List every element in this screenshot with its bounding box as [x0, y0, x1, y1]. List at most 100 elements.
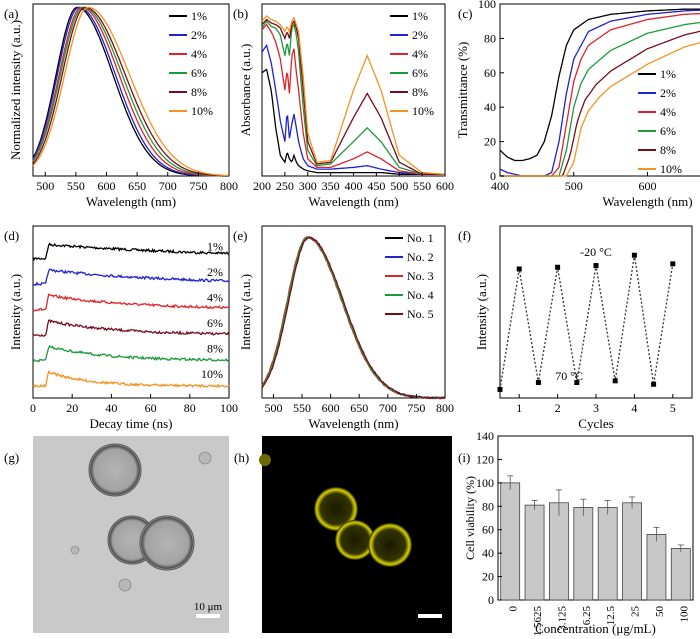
- panel-a-legend-label: 1%: [191, 9, 207, 23]
- panel-e-legend-label: No. 5: [407, 307, 434, 321]
- panel-f-xtick-label: 1: [516, 401, 522, 415]
- panel-c-series-1%: [499, 8, 700, 162]
- panel-h-cell: [335, 520, 375, 560]
- panel-a-xtick-label: 600: [98, 179, 116, 193]
- panel-i-category-label: 50: [654, 606, 666, 618]
- panel-a-xtick-label: 550: [67, 179, 85, 193]
- panel-i-ytick-label: 80: [482, 499, 494, 513]
- panel-i-ytick-label: 100: [476, 476, 494, 490]
- panel-b-xtick-label: 350: [322, 179, 340, 193]
- panel-a-frame: [32, 3, 230, 177]
- panel-h-cell: [368, 523, 412, 567]
- panel-e-xlabel: Wavelength (nm): [308, 416, 398, 431]
- panel-c-ytick-label: 20: [484, 135, 496, 149]
- panel-f-xlabel: Cycles: [578, 416, 613, 431]
- panel-a-series-8%: [32, 6, 230, 177]
- panel-e-xtick-label: 800: [436, 401, 454, 415]
- panel-f-xtick-label: 2: [555, 401, 561, 415]
- panel-a-series-6%: [32, 6, 230, 177]
- panel-a-xtick-label: 800: [220, 179, 238, 193]
- panel-a-panel-label: (a): [4, 6, 18, 21]
- panel-c-legend-label: 8%: [660, 143, 676, 157]
- panel-b-xtick-label: 400: [345, 179, 363, 193]
- panel-i-bar: [500, 482, 521, 601]
- panel-e-xtick-label: 700: [379, 401, 397, 415]
- panel-b-xtick-label: 200: [253, 179, 271, 193]
- panel-f-point: [535, 380, 541, 386]
- panel-c-xtick-label: 600: [639, 179, 657, 193]
- panel-h-edge-cell: [259, 454, 271, 466]
- panel-e-frame: [261, 225, 446, 399]
- panel-f: 1 2 3 4 5 -20 °C 70 °C Cycles Intensity (a.u.) (f…: [458, 225, 693, 431]
- panel-d-series-label: 10%: [201, 367, 223, 381]
- panel-b-legend-label: 4%: [412, 47, 428, 61]
- panel-d: 1% 2% 4% 6% 8% 10% 0 20 40 60 80 100 Decay time (ns)…: [4, 225, 238, 431]
- panel-a-xtick-label: 700: [159, 179, 177, 193]
- panel-i-frame: [497, 435, 694, 601]
- panel-d-xtick-label: 0: [30, 401, 36, 415]
- panel-i: 0 1.5625 3.125 6.25 12.5 25 50 100 0 20 40 60 80 100 1…: [458, 429, 694, 636]
- panel-g-cell: [139, 515, 195, 571]
- panel-d-series-label: 4%: [207, 291, 223, 305]
- panel-a-legend-label: 2%: [191, 28, 207, 42]
- panel-d-xtick-label: 80: [184, 401, 196, 415]
- panel-b-xtick-label: 600: [436, 179, 454, 193]
- panel-i-category-label: 6.25: [581, 606, 593, 626]
- panel-b-xtick-label: 550: [413, 179, 431, 193]
- panel-d-xtick-label: 40: [105, 401, 117, 415]
- panel-b-series-6%: [261, 20, 445, 175]
- panel-f-xtick-label: 3: [593, 401, 599, 415]
- panel-d-ylabel: Intensity (a.u.): [8, 274, 23, 350]
- panel-c-ytick-label: 60: [484, 66, 496, 80]
- panel-i-ytick-label: 0: [488, 593, 494, 607]
- panel-d-series-6%: [32, 319, 230, 337]
- panel-a-legend-label: 8%: [191, 85, 207, 99]
- panel-d-series-label: 6%: [207, 316, 223, 330]
- panel-i-category-label: 12.5: [605, 606, 617, 626]
- panel-f-point: [670, 261, 676, 267]
- panel-h-scale-label: 10 μm: [416, 601, 445, 613]
- panel-b-legend-label: 6%: [412, 66, 428, 80]
- panel-f-point: [631, 252, 637, 258]
- panel-g-scale-bar: [196, 614, 220, 618]
- panel-f-point: [612, 378, 618, 384]
- panel-f-xtick-label: 5: [670, 401, 676, 415]
- panel-f-xtick-label: 4: [631, 401, 637, 415]
- panel-i-ytick-label: 140: [476, 429, 494, 443]
- panel-f-point: [651, 381, 657, 387]
- panel-e-panel-label: (e): [233, 228, 247, 243]
- panel-i-ylabel: Cell viability (%): [463, 476, 477, 560]
- panel-c-panel-label: (c): [458, 6, 472, 21]
- panel-i-category-label: 0: [508, 606, 520, 612]
- panel-a-series-10%: [32, 6, 229, 177]
- panel-b-ylabel: Absorbance (a.u.): [238, 44, 253, 137]
- panel-b-series-4%: [261, 23, 445, 175]
- panel-e-legend-label: No. 2: [407, 250, 434, 264]
- panel-d-xtick-label: 60: [145, 401, 157, 415]
- panel-i-bar: [670, 548, 691, 601]
- panel-c-xtick-label: 500: [565, 179, 583, 193]
- panel-e-xtick-label: 750: [407, 401, 425, 415]
- panel-b-legend-label: 8%: [412, 85, 428, 99]
- panel-d-series-2%: [33, 268, 230, 287]
- panel-d-xtick-label: 100: [220, 401, 238, 415]
- panel-e-legend-label: No. 4: [407, 288, 434, 302]
- panel-d-series-label: 2%: [207, 265, 223, 279]
- panel-i-bar: [622, 502, 642, 601]
- panel-i-bar: [524, 504, 545, 601]
- panel-g-scale-label: 10 μm: [194, 601, 223, 613]
- panel-i-bar: [646, 534, 667, 601]
- panel-b-xtick-label: 450: [367, 179, 385, 193]
- panel-b-xtick-label: 250: [276, 179, 294, 193]
- panel-b-legend-label: 2%: [412, 28, 428, 42]
- panel-h-panel-label: (h): [234, 450, 249, 465]
- panel-b-xtick-label: 500: [390, 179, 408, 193]
- panel-e-xtick-label: 650: [350, 401, 368, 415]
- panel-c-xtick-label: 400: [491, 179, 509, 193]
- panel-e-ylabel: Intensity (a.u.): [238, 274, 253, 350]
- panel-b-xlabel: Wavelength (nm): [308, 194, 398, 209]
- panel-g-debris: [118, 578, 132, 592]
- panel-i-panel-label: (i): [458, 450, 470, 465]
- panel-f-ylabel: Intensity (a.u.): [474, 274, 489, 350]
